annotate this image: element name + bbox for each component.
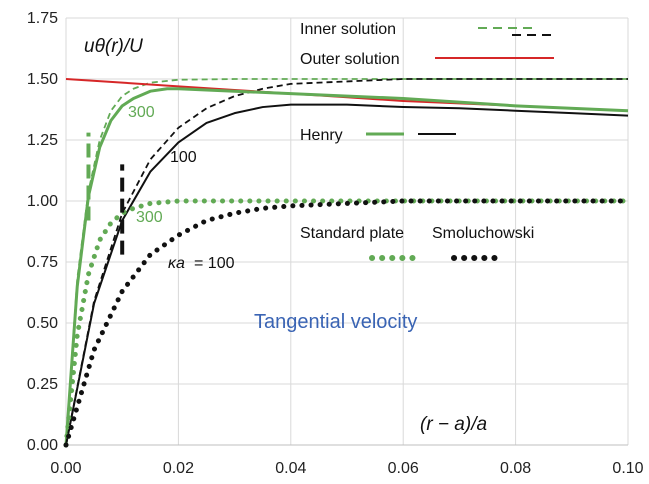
- x-tick-label: 0.02: [163, 460, 194, 477]
- x-axis-label: (r − a)/a: [420, 414, 487, 435]
- legend-inner-label: Inner solution: [300, 21, 396, 38]
- y-tick-label: 1.25: [27, 132, 58, 149]
- series-layer: [63, 78, 631, 448]
- ka-value-label: = 100: [194, 255, 235, 272]
- series-line-smoluchowski: [63, 198, 631, 448]
- y-tick-label: 1.50: [27, 71, 58, 88]
- legend-henry-label: Henry: [300, 127, 343, 144]
- x-tick-label: 0.06: [388, 460, 419, 477]
- legend: Inner solution Outer solution Henry Stan…: [300, 21, 556, 261]
- legend-outer-label: Outer solution: [300, 51, 400, 68]
- y-tick-label: 0.75: [27, 254, 58, 271]
- black-100-label: 100: [170, 149, 197, 166]
- y-tick-label: 1.75: [27, 10, 58, 27]
- x-tick-label: 0.08: [500, 460, 531, 477]
- y-tick-label: 1.00: [27, 193, 58, 210]
- tangential-velocity-label: Tangential velocity: [254, 311, 417, 333]
- x-axis-ticks: 0.00 0.02 0.04 0.06 0.08 0.10: [50, 460, 643, 477]
- marker-layer: [86, 132, 125, 255]
- green-300-top-label: 300: [128, 104, 155, 121]
- y-axis-label: uθ(r)/U: [84, 36, 143, 57]
- y-tick-label: 0.50: [27, 315, 58, 332]
- legend-smoluchowski-label: Smoluchowski: [432, 225, 534, 242]
- y-tick-label: 0.00: [27, 437, 58, 454]
- x-tick-label: 0.00: [50, 460, 81, 477]
- x-tick-label: 0.10: [612, 460, 643, 477]
- x-tick-label: 0.04: [275, 460, 306, 477]
- ka-symbol-label: κa: [168, 255, 185, 272]
- legend-standard-plate-label: Standard plate: [300, 225, 404, 242]
- y-axis-ticks: 0.00 0.25 0.50 0.75 1.00 1.25 1.50 1.75: [27, 10, 58, 454]
- y-tick-label: 0.25: [27, 376, 58, 393]
- series-line-henry: [64, 87, 629, 446]
- green-300-dot-label: 300: [136, 209, 163, 226]
- series-line-henry: [65, 103, 629, 446]
